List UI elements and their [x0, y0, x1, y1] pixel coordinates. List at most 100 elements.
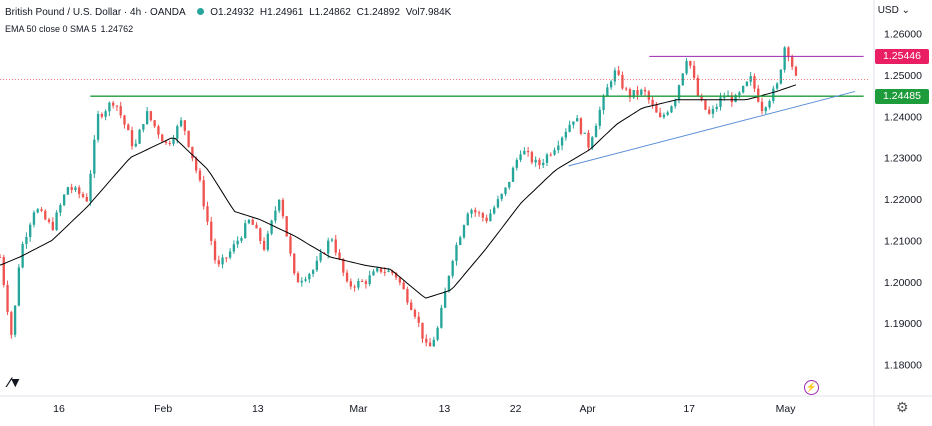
candle-body: [255, 224, 258, 229]
candle-body: [25, 237, 28, 245]
candle-body: [730, 95, 733, 103]
y-tick-label: 1.26000: [884, 29, 922, 41]
chevron-down-icon: ⌄: [901, 5, 910, 16]
candle-body: [251, 219, 254, 225]
x-tick-label: Apr: [579, 403, 596, 415]
candle-body: [417, 316, 420, 323]
candle-body: [232, 244, 236, 252]
candle-body: [0, 256, 2, 258]
candle-body: [142, 124, 145, 130]
candle-body: [700, 96, 703, 101]
candle-body: [259, 228, 262, 241]
candle-body: [545, 154, 549, 163]
candle-body: [225, 257, 228, 259]
x-tick-label: 16: [53, 403, 65, 415]
y-tick-label: 1.19000: [884, 318, 922, 330]
candle-body: [55, 212, 58, 230]
candle-body: [436, 327, 439, 340]
candle-body: [10, 312, 13, 335]
candle-body: [692, 65, 696, 78]
currency-label[interactable]: USD ⌄: [877, 5, 910, 16]
candle-body: [6, 284, 9, 313]
candle-body: [775, 83, 779, 89]
candle-body: [383, 271, 386, 273]
candle-body: [462, 225, 466, 238]
candle-body: [640, 89, 643, 95]
candle-body: [274, 210, 277, 221]
candle-body: [681, 73, 684, 86]
candle-body: [29, 224, 32, 238]
candle-body: [553, 150, 556, 155]
candle-body: [17, 267, 21, 306]
lightning-icon[interactable]: ⚡: [804, 380, 819, 395]
candle-body: [643, 89, 647, 92]
candle-body: [757, 88, 760, 102]
candle-body: [327, 240, 330, 254]
candle-body: [723, 96, 726, 98]
y-tick-label: 1.18000: [884, 360, 922, 372]
symbol-title[interactable]: British Pound / U.S. Dollar · 4h · OANDA: [5, 7, 186, 18]
candle-body: [183, 120, 187, 131]
candle-body: [277, 199, 281, 211]
candle-body: [670, 106, 673, 113]
market-open-dot: [197, 8, 205, 15]
candle-body: [749, 76, 752, 82]
candle-body: [266, 233, 270, 250]
candle-body: [753, 76, 756, 89]
candle-body: [474, 210, 477, 213]
candle-body: [557, 145, 560, 151]
candle-body: [768, 100, 771, 108]
candle-body: [398, 277, 402, 283]
candle-body: [311, 270, 315, 274]
candle-body: [704, 100, 707, 110]
volume-value: Vol7.984K: [405, 7, 452, 18]
candle-body: [206, 206, 209, 222]
candle-body: [470, 210, 473, 214]
candle-body: [402, 282, 405, 290]
y-tick-label: 1.24000: [884, 111, 922, 123]
candle-body: [655, 105, 658, 113]
candle-body: [538, 159, 541, 166]
candle-body: [300, 280, 303, 283]
candle-body: [100, 114, 104, 117]
candle-body: [432, 339, 435, 347]
candle-body: [172, 138, 175, 144]
candle-body: [425, 338, 428, 343]
candle-body: [228, 251, 232, 258]
candle-body: [719, 97, 722, 107]
candle-body: [221, 257, 224, 265]
candle-body: [368, 275, 371, 284]
candle-body: [176, 126, 179, 139]
candle-body: [587, 132, 590, 148]
candle-body: [334, 239, 337, 253]
candle-body: [534, 159, 537, 163]
candle-body: [342, 258, 345, 273]
candle-body: [89, 173, 92, 202]
candle-body: [560, 137, 564, 146]
candle-body: [157, 126, 160, 135]
candle-body: [349, 281, 352, 287]
candle-body: [689, 61, 692, 66]
candle-body: [130, 130, 134, 147]
candle-body: [685, 61, 688, 74]
candle-body: [194, 158, 198, 171]
candle-body: [379, 268, 383, 272]
candle-body: [677, 85, 681, 100]
candle-body: [609, 81, 613, 88]
candle-body: [127, 124, 130, 131]
candle-body: [62, 194, 66, 206]
candle-body: [244, 223, 247, 239]
candle-body: [496, 199, 500, 208]
candle-body: [376, 268, 379, 272]
candle-body: [372, 271, 375, 276]
candle-body: [477, 212, 481, 214]
candle-body: [2, 257, 5, 285]
indicator-legend[interactable]: EMA 50 close 0 SMA 5 1.24762: [5, 23, 133, 35]
x-tick-label: Mar: [349, 403, 368, 415]
candle-body: [289, 236, 292, 254]
candle-body: [493, 207, 496, 214]
gear-icon[interactable]: ⚙: [896, 399, 909, 415]
candle-body: [617, 70, 620, 75]
candle-body: [81, 194, 85, 197]
